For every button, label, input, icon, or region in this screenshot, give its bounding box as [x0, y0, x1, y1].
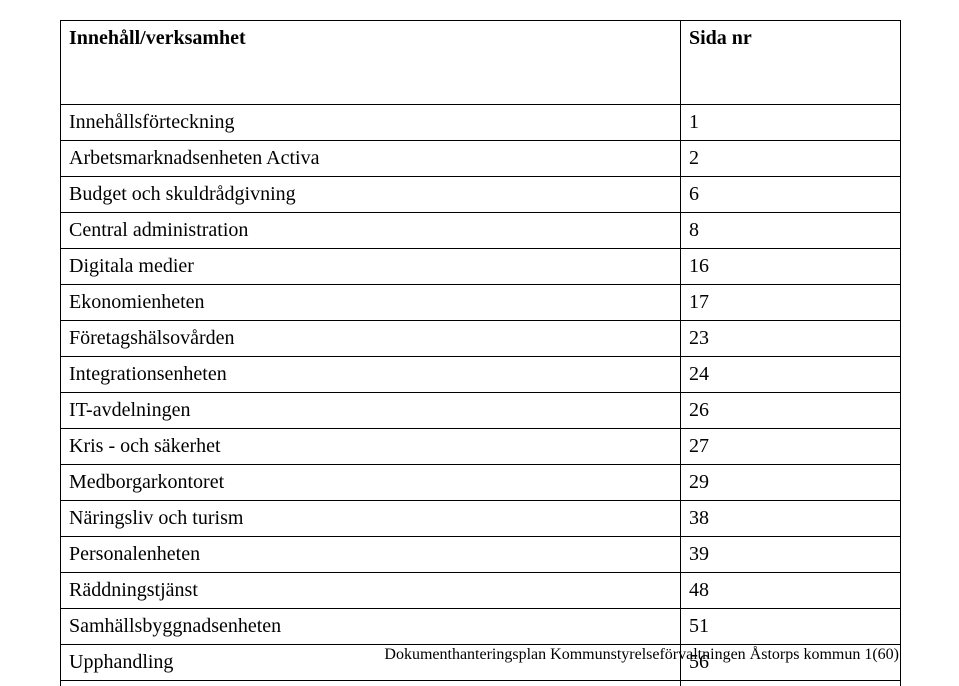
toc-row: Medborgarkontoret 29	[61, 465, 901, 501]
toc-header-page: Sida nr	[681, 21, 901, 105]
toc-row-page: 29	[681, 465, 901, 501]
document-page: Innehåll/verksamhet Sida nr Innehållsför…	[0, 0, 959, 686]
toc-row-label: IT-avdelningen	[61, 393, 681, 429]
toc-row: Integrationsenheten 24	[61, 357, 901, 393]
toc-row: Central administration 8	[61, 213, 901, 249]
toc-row: Personalenheten 39	[61, 537, 901, 573]
toc-row: IT-avdelningen 26	[61, 393, 901, 429]
toc-row-label: Ekonomienheten	[61, 285, 681, 321]
toc-row: Digitala medier 16	[61, 249, 901, 285]
toc-header-page-text: Sida nr	[689, 25, 892, 52]
toc-row-page: 8	[681, 213, 901, 249]
toc-row-page: 2	[681, 141, 901, 177]
toc-row-label: Näringsliv och turism	[61, 501, 681, 537]
toc-row: Ekonomienheten 17	[61, 285, 901, 321]
toc-row-label: Räddningstjänst	[61, 573, 681, 609]
toc-row: Överförmyndare 59	[61, 681, 901, 686]
toc-row-label: Central administration	[61, 213, 681, 249]
footer-text: Dokumenthanteringsplan Kommunstyrelseför…	[384, 646, 899, 663]
toc-row-label: Budget och skuldrådgivning	[61, 177, 681, 213]
toc-header-label-text: Innehåll/verksamhet	[69, 25, 672, 52]
toc-row-label: Medborgarkontoret	[61, 465, 681, 501]
toc-row-page: 17	[681, 285, 901, 321]
toc-row: Innehållsförteckning 1	[61, 105, 901, 141]
toc-row-label: Företagshälsovården	[61, 321, 681, 357]
toc-row-page: 27	[681, 429, 901, 465]
toc-header-label: Innehåll/verksamhet	[61, 21, 681, 105]
toc-row-label: Personalenheten	[61, 537, 681, 573]
toc-row-page: 39	[681, 537, 901, 573]
toc-row-page: 1	[681, 105, 901, 141]
page-footer: Dokumenthanteringsplan Kommunstyrelseför…	[384, 646, 899, 664]
toc-row: Näringsliv och turism 38	[61, 501, 901, 537]
toc-row: Samhällsbyggnadsenheten 51	[61, 609, 901, 645]
toc-row-label: Integrationsenheten	[61, 357, 681, 393]
toc-row-page: 16	[681, 249, 901, 285]
toc-row-label: Samhällsbyggnadsenheten	[61, 609, 681, 645]
toc-row-label: Kris - och säkerhet	[61, 429, 681, 465]
toc-row: Arbetsmarknadsenheten Activa 2	[61, 141, 901, 177]
toc-row-label: Innehållsförteckning	[61, 105, 681, 141]
toc-row-label: Överförmyndare	[61, 681, 681, 686]
toc-row: Företagshälsovården 23	[61, 321, 901, 357]
toc-row: Kris - och säkerhet 27	[61, 429, 901, 465]
toc-table: Innehåll/verksamhet Sida nr Innehållsför…	[60, 20, 901, 686]
toc-row-page: 48	[681, 573, 901, 609]
toc-row-page: 38	[681, 501, 901, 537]
toc-row: Budget och skuldrådgivning 6	[61, 177, 901, 213]
toc-row-label: Arbetsmarknadsenheten Activa	[61, 141, 681, 177]
toc-row-page: 23	[681, 321, 901, 357]
toc-header-row: Innehåll/verksamhet Sida nr	[61, 21, 901, 105]
toc-row-page: 51	[681, 609, 901, 645]
toc-row-page: 6	[681, 177, 901, 213]
toc-row-page: 59	[681, 681, 901, 686]
toc-row-page: 24	[681, 357, 901, 393]
toc-row-label: Digitala medier	[61, 249, 681, 285]
toc-row: Räddningstjänst 48	[61, 573, 901, 609]
toc-row-page: 26	[681, 393, 901, 429]
